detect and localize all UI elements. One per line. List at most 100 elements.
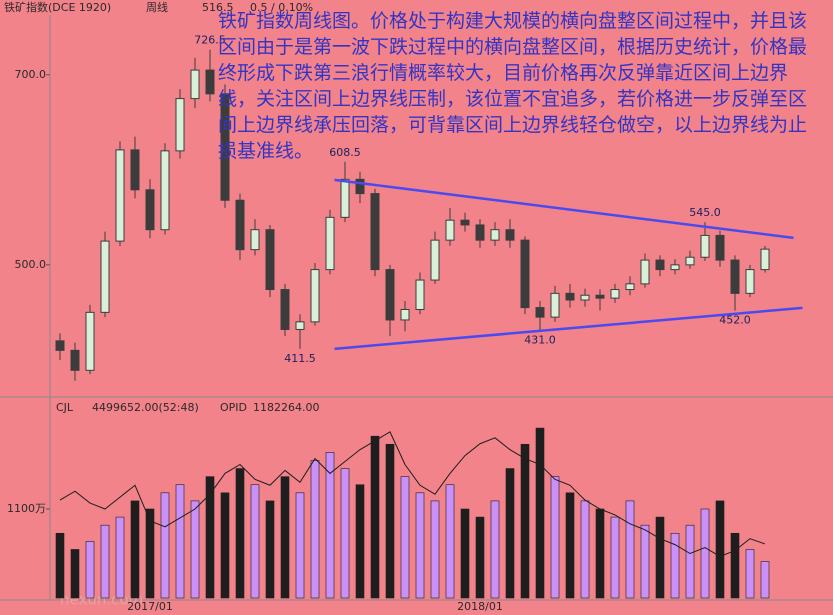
volume-bar [475, 516, 485, 599]
annotation: 铁矿指数周线图。价格处于构建大规模的横向盘整区间过程中，并且该区间由于是第一波下… [218, 10, 808, 162]
volume-bar [520, 443, 530, 599]
extreme-label: 545.0 [689, 206, 721, 219]
candle-body [715, 234, 725, 261]
legend-opid-value: 1182264.00 [253, 401, 319, 414]
volume-bar [745, 549, 755, 599]
volume-bar [100, 524, 110, 599]
candle-body [460, 219, 470, 226]
candle-body [220, 93, 230, 201]
change: 0.5 / 0.10% [250, 1, 313, 14]
candle-body [280, 289, 290, 330]
candle-body [85, 311, 95, 371]
candle-body [100, 240, 110, 313]
volume-bar [175, 484, 185, 599]
candle-body [115, 149, 125, 242]
candle-body [760, 248, 770, 271]
volume-bar [400, 476, 410, 599]
candle-body [580, 294, 590, 301]
volume-bar [220, 492, 230, 599]
candle-body [505, 229, 515, 241]
period: 周线 [146, 0, 168, 14]
candle-body [700, 234, 710, 258]
candle-body [385, 269, 395, 321]
candle-body [190, 69, 200, 100]
candle-body [205, 69, 215, 95]
candle-body [310, 269, 320, 323]
extreme-label: 608.5 [329, 146, 361, 159]
volume-bar [385, 443, 395, 599]
volume-bar [160, 492, 170, 599]
extreme-label: 411.5 [284, 352, 316, 365]
volume-bar [730, 532, 740, 599]
candle-body [745, 269, 755, 294]
volume-bar [535, 427, 545, 599]
volume-bar [595, 508, 605, 599]
volume-bar [760, 561, 770, 599]
volume-bar [430, 500, 440, 599]
opid-line [59, 431, 766, 558]
candle-body [655, 259, 665, 271]
legend-opid: OPID [220, 401, 247, 414]
volume-bar [250, 484, 260, 599]
candle-body [415, 279, 425, 310]
volume-bar [565, 492, 575, 599]
trendline [334, 306, 803, 351]
extreme-label: 452.0 [719, 313, 751, 326]
trendline [334, 178, 794, 240]
candle-body [520, 239, 530, 309]
candle-body [130, 149, 140, 191]
volume-bar [460, 508, 470, 599]
candle-body [295, 321, 305, 330]
candle-body [730, 259, 740, 294]
volume-bar [715, 500, 725, 599]
volume-bar [580, 500, 590, 599]
legend-cjl: CJL [56, 401, 74, 414]
x-tick-label: 2017/01 [127, 600, 173, 613]
volume-bar [280, 476, 290, 599]
volume-bar [625, 500, 635, 599]
y-tick-label: 500.0 [15, 258, 47, 271]
volume-bar [205, 476, 215, 599]
extreme-label: 726.5 [194, 34, 226, 47]
volume-bar [700, 508, 710, 599]
extreme-label: 431.0 [524, 333, 556, 346]
volume-bar [655, 516, 665, 599]
volume-bar [235, 468, 245, 599]
candle-body [55, 340, 65, 351]
candle-body [265, 229, 275, 291]
candle-body [160, 150, 170, 231]
candle-body [235, 199, 245, 251]
volume-bar [550, 476, 560, 599]
volume-bar [265, 500, 275, 599]
volume-bar [670, 532, 680, 599]
volume-bar [190, 500, 200, 599]
candle-body [565, 292, 575, 301]
candle-body [490, 229, 500, 241]
candle-body [400, 309, 410, 321]
legend-cjl-value: 4499652.00(52:48) [92, 401, 199, 414]
candle-body [370, 193, 380, 271]
volume-bar [325, 452, 335, 599]
volume-bar [70, 549, 80, 599]
volume-bar [340, 468, 350, 599]
volume-bar [145, 508, 155, 599]
candle-body [640, 259, 650, 285]
candle-body [175, 98, 185, 152]
volume-bar [685, 524, 695, 599]
candle-body [550, 292, 560, 318]
volume-bar [85, 541, 95, 599]
candle-body [145, 189, 155, 231]
candle-body [475, 224, 485, 241]
volume-bar [610, 516, 620, 599]
candle-body [670, 264, 680, 271]
volume-bar [415, 492, 425, 599]
candle-body [610, 289, 620, 299]
volume-bar [490, 500, 500, 599]
volume-bar [310, 460, 320, 599]
volume-bar [55, 532, 65, 599]
candle-body [625, 283, 635, 291]
candle-body [595, 294, 605, 299]
candle-body [325, 216, 335, 271]
candle-body [685, 256, 695, 266]
